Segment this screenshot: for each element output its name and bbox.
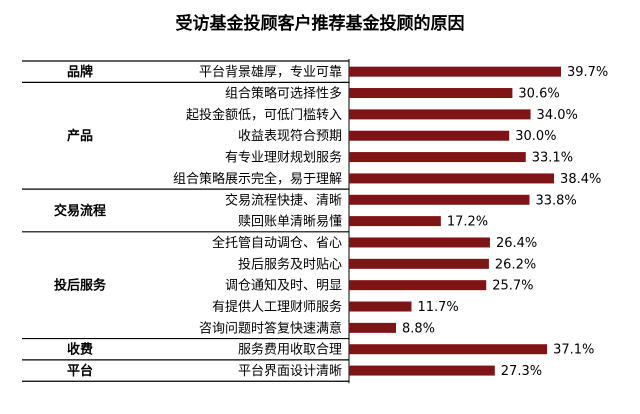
value-label-10: 25.7% (492, 279, 533, 294)
group-label-1: 产品 (67, 128, 93, 144)
group-label-2: 交易流程 (54, 203, 106, 219)
category-label-14: 平台界面设计清晰 (238, 364, 342, 379)
value-label-1: 30.6% (518, 87, 559, 102)
category-label-2: 起投金额低，可低门槛转入 (186, 107, 342, 123)
value-label-5: 38.4% (560, 172, 601, 187)
bar-2 (349, 109, 531, 120)
category-label-3: 收益表现符合预期 (238, 128, 342, 144)
value-label-12: 8.8% (402, 321, 435, 336)
bar-10 (349, 280, 487, 291)
bar-6 (349, 194, 530, 205)
value-label-6: 33.8% (535, 193, 576, 208)
category-label-13: 服务费用收取合理 (238, 342, 342, 358)
value-label-2: 34.0% (537, 108, 578, 123)
bar-9 (349, 258, 489, 269)
category-label-0: 平台背景雄厚，专业可靠 (199, 65, 342, 80)
bar-13 (349, 344, 548, 355)
value-label-4: 33.1% (532, 151, 573, 166)
category-label-10: 调仓通知及时、明显 (225, 278, 342, 294)
category-label-8: 全托管自动调仓、省心 (212, 235, 342, 251)
bar-8 (349, 237, 490, 248)
value-label-9: 26.2% (495, 257, 536, 272)
group-label-3: 投后服务 (54, 278, 107, 294)
bar-4 (349, 152, 526, 163)
bar-0 (349, 66, 561, 77)
value-label-8: 26.4% (496, 236, 537, 251)
category-label-11: 有提供人工理财师服务 (212, 299, 342, 315)
value-label-0: 39.7% (567, 65, 608, 80)
value-label-7: 17.2% (447, 215, 488, 230)
bar-14 (349, 365, 495, 376)
group-label-0: 品牌 (67, 64, 93, 80)
value-label-3: 30.0% (515, 129, 556, 144)
bar-11 (349, 301, 412, 312)
bar-7 (349, 216, 441, 227)
value-label-14: 27.3% (501, 364, 542, 379)
category-label-4: 有专业理财规划服务 (225, 150, 342, 166)
category-label-6: 交易流程快捷、清晰 (225, 192, 342, 208)
group-label-5: 平台 (67, 363, 93, 379)
category-label-5: 组合策略展示完全，易于理解 (173, 171, 342, 187)
value-label-11: 11.7% (417, 300, 458, 315)
bar-12 (349, 322, 396, 333)
value-label-13: 37.1% (553, 343, 594, 358)
bar-3 (349, 130, 510, 141)
bar-1 (349, 88, 513, 99)
bar-5 (349, 173, 555, 184)
chart-title: 受访基金投顾客户推荐基金投顾的原因 (175, 14, 465, 34)
group-label-4: 收费 (67, 342, 93, 358)
category-label-12: 咨询问题时答复快速满意 (199, 320, 342, 336)
category-label-9: 投后服务及时贴心 (238, 256, 342, 272)
category-label-7: 赎回账单清晰易懂 (238, 215, 342, 230)
category-label-1: 组合策略可选择性多 (225, 86, 342, 102)
